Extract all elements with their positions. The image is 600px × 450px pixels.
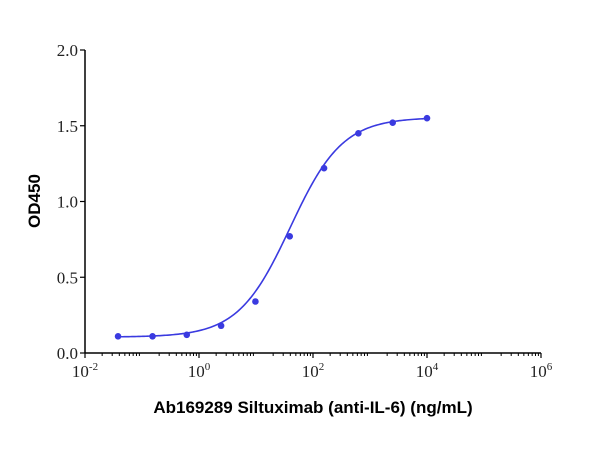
y-tick-label: 0.5 [57,268,78,287]
data-point [183,331,191,339]
x-tick-label: 104 [416,361,439,381]
fit-curve [118,117,428,338]
data-point [149,333,156,340]
data-point [423,114,431,122]
y-axis-title: OD450 [25,174,44,228]
data-point [252,298,259,305]
data-points [114,114,431,340]
y-tick-label: 1.0 [57,193,78,212]
data-point [286,233,294,240]
y-tick-label: 1.5 [57,117,78,136]
data-point [114,333,122,340]
data-point [320,164,328,172]
x-tick-label: 10-2 [72,361,98,381]
data-point [355,130,362,137]
data-point [217,322,225,330]
y-tick-label: 2.0 [57,41,78,60]
x-axis-title: Ab169289 Siltuximab (anti-IL-6) (ng/mL) [153,398,472,417]
data-point [389,119,396,127]
x-tick-label: 102 [302,361,325,381]
x-tick-label: 106 [530,361,553,381]
y-tick-label: 0.0 [57,344,78,363]
axes: 0.0 0.5 1.0 1.5 2.0 10-2 100 102 104 106 [57,41,553,381]
x-tick-label: 100 [188,361,211,381]
